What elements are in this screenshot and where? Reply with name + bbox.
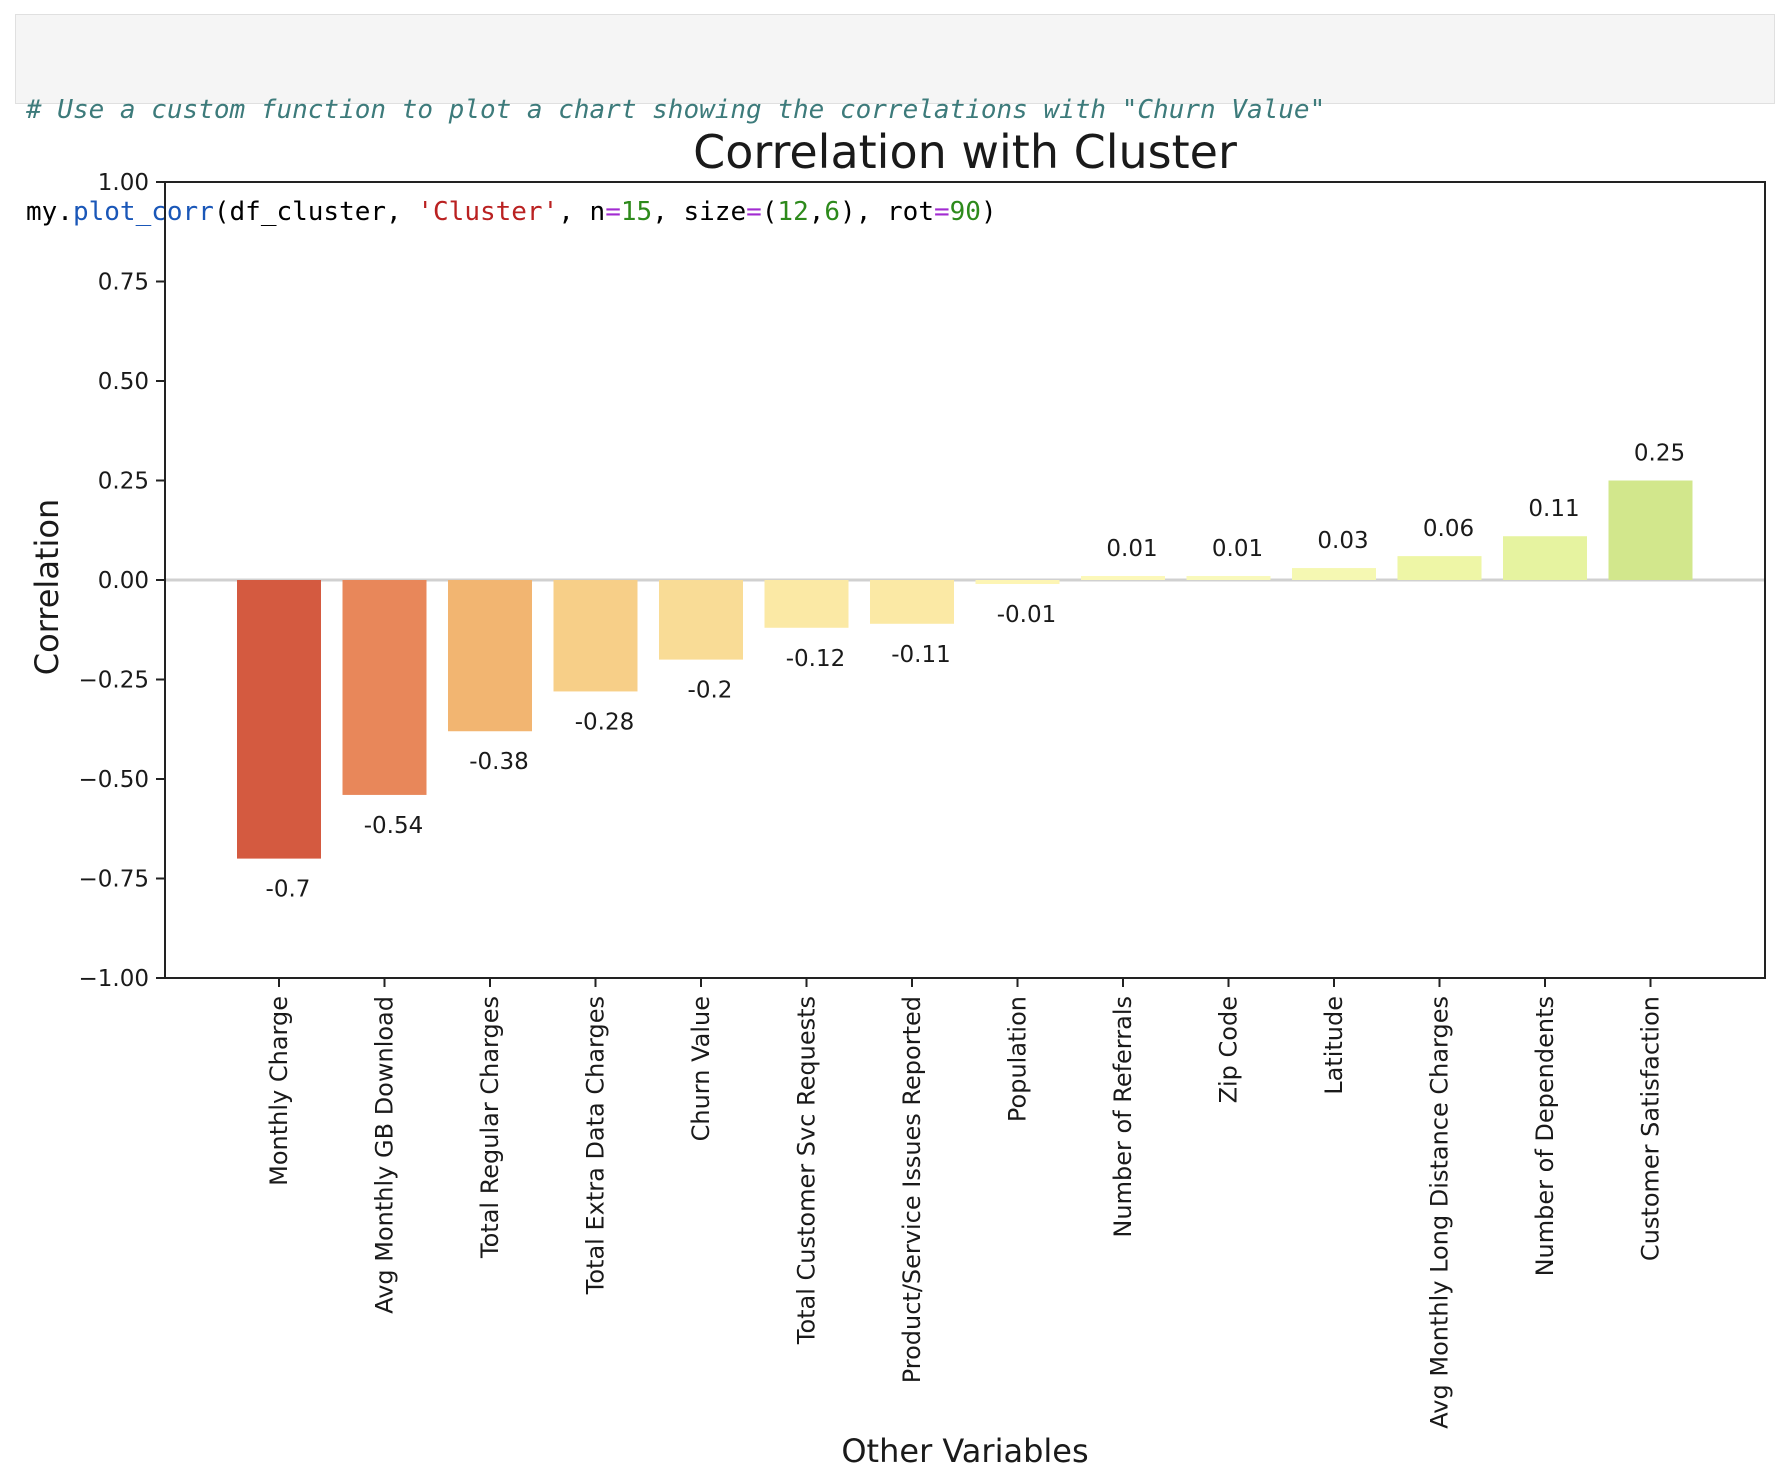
x-tick-label: Total Customer Svc Requests: [793, 996, 821, 1345]
bar-value-label: 0.03: [1317, 528, 1368, 554]
bar-value-label: -0.7: [266, 877, 311, 903]
y-tick-label: 0.50: [98, 369, 149, 395]
x-tick-label: Zip Code: [1215, 996, 1243, 1103]
bar-value-label: 0.01: [1212, 536, 1263, 562]
y-tick-label: 0.75: [98, 270, 149, 296]
x-tick-label: Total Regular Charges: [476, 996, 504, 1259]
bars: [165, 480, 1765, 859]
y-axis-ticks: 1.00 0.75 0.50 0.25 0.00 −0.25 −0.50 −0.75 −1.00: [79, 170, 165, 992]
x-tick-label: Number of Dependents: [1531, 996, 1559, 1276]
x-tick-label: Total Extra Data Charges: [582, 996, 610, 1295]
bar-value-labels: -0.7 -0.54 -0.38 -0.28 -0.2 -0.12 -0.11 -0.01 0.…: [266, 441, 1686, 903]
code-arg-size-width: 12: [777, 197, 809, 227]
bar: [764, 580, 849, 628]
bar-value-label: -0.12: [786, 646, 846, 672]
bar-value-label: -0.2: [688, 678, 733, 704]
bar: [1186, 576, 1271, 580]
y-axis-label: Correlation: [28, 499, 66, 675]
bar-value-label: 0.25: [1634, 441, 1685, 467]
code-arg-rot-value: 90: [949, 197, 981, 227]
bar-value-label: -0.38: [469, 749, 529, 775]
bar: [1503, 536, 1587, 580]
code-arg-rot-key: ), rot: [840, 197, 934, 227]
x-tick-label: Latitude: [1320, 996, 1348, 1095]
x-tick-label: Number of Referrals: [1109, 996, 1137, 1238]
chart-title: Correlation with Cluster: [693, 125, 1237, 179]
bar-value-label: 0.11: [1528, 496, 1579, 522]
y-tick-label: −0.50: [79, 767, 149, 793]
x-axis-ticks: Monthly Charge Avg Monthly GB Download Tot…: [265, 978, 1665, 1429]
code-comment: # Use a custom function to plot a chart …: [26, 95, 1326, 125]
bar: [870, 580, 954, 624]
code-comma: ,: [808, 197, 825, 227]
code-paren: (: [761, 197, 778, 227]
bar-value-label: 0.01: [1106, 536, 1157, 562]
x-tick-label: Population: [1004, 996, 1032, 1122]
code-equals: =: [746, 197, 762, 227]
bar-value-label: -0.01: [997, 602, 1057, 628]
bar: [1292, 568, 1376, 580]
code-equals: =: [933, 197, 950, 227]
y-tick-label: −0.25: [79, 668, 149, 694]
code-arg-size-height: 6: [824, 197, 841, 227]
code-function: plot_corr: [72, 197, 214, 227]
y-tick-label: −1.00: [79, 966, 149, 992]
code-close-paren: ): [980, 197, 997, 227]
code-arg-string: 'Cluster': [417, 197, 559, 227]
code-arg-size-key: , size: [652, 197, 747, 227]
code-module: my.: [26, 197, 73, 227]
x-tick-label: Product/Service Issues Reported: [898, 996, 926, 1383]
y-tick-label: 0.00: [98, 568, 149, 594]
x-tick-label: Monthly Charge: [265, 996, 293, 1186]
bar: [975, 580, 1060, 584]
y-tick-label: −0.75: [79, 867, 149, 893]
bar-value-label: -0.28: [575, 709, 635, 735]
bar: [1397, 556, 1482, 580]
code-arg-n-value: 15: [620, 197, 653, 227]
bar-value-label: -0.54: [364, 813, 424, 839]
x-axis-label: Other Variables: [841, 1432, 1088, 1470]
bar: [659, 580, 743, 660]
x-tick-label: Avg Monthly GB Download: [371, 996, 399, 1314]
x-tick-label: Churn Value: [687, 996, 715, 1141]
y-tick-label: 0.25: [98, 469, 149, 495]
bar: [1608, 480, 1693, 580]
x-tick-label: Avg Monthly Long Distance Charges: [1426, 996, 1454, 1429]
bar: [1081, 576, 1165, 580]
code-cell[interactable]: # Use a custom function to plot a chart …: [15, 14, 1775, 227]
bar-value-label: 0.06: [1423, 516, 1474, 542]
plot-area-frame: [164, 181, 1766, 979]
y-tick-label: 1.00: [98, 170, 149, 196]
bar: [553, 580, 638, 692]
code-arg-n-key: , n: [558, 197, 606, 227]
x-tick-label: Customer Satisfaction: [1637, 996, 1665, 1261]
bar: [448, 580, 532, 732]
bar-chart: Correlation with Cluster Correlation Oth…: [28, 125, 1766, 1470]
code-call-line: my.plot_corr(df_cluster, 'Cluster', n=15…: [26, 195, 1764, 229]
bar-value-label: -0.11: [891, 642, 951, 668]
code-equals: =: [605, 197, 621, 227]
bar: [237, 580, 321, 859]
bar: [342, 580, 427, 795]
code-arg-df: (df_cluster,: [213, 197, 418, 227]
